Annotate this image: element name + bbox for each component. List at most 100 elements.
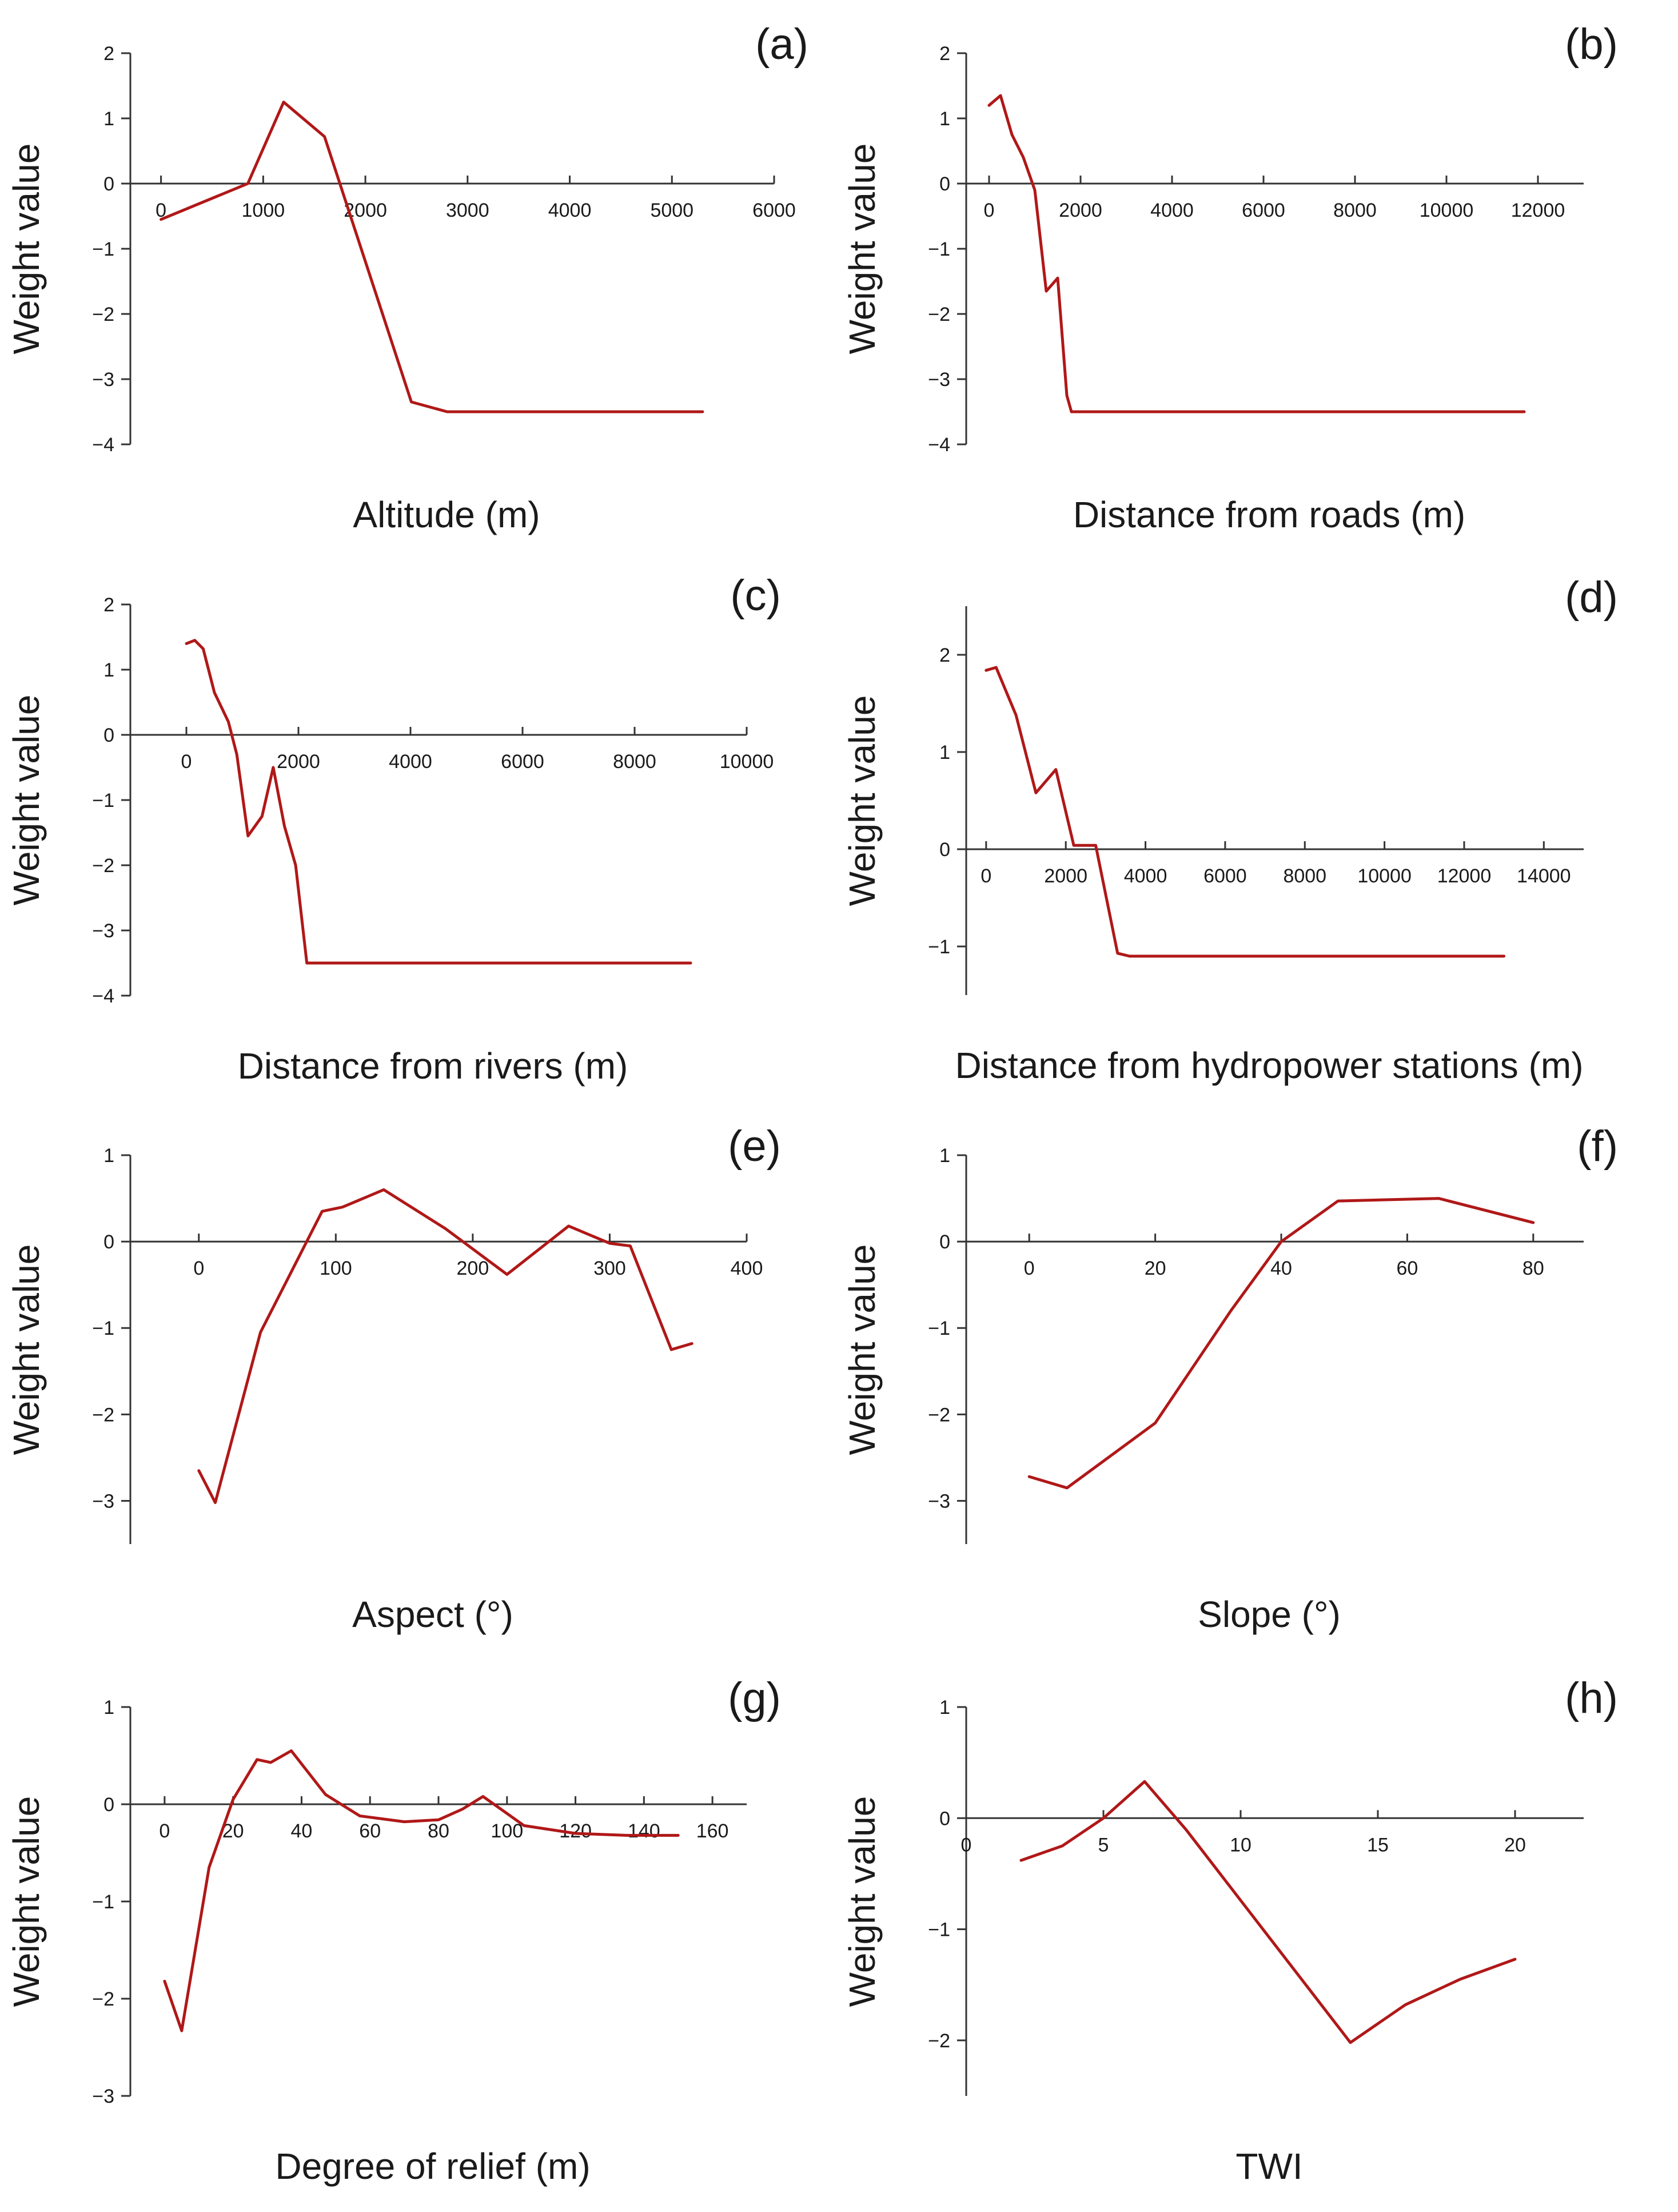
y-tick-label: 1 (103, 108, 114, 130)
x-tick-label: 5000 (650, 200, 693, 221)
panel-d: 2 1 0 −1 0 2000 4000 6000 8000 10000 12000 14000 (d)… (842, 573, 1618, 1086)
x-tick-label: 300 (593, 1258, 626, 1279)
y-tick-label: −3 (92, 369, 114, 391)
series-line-a (160, 101, 704, 413)
series-line-b (987, 94, 1526, 413)
series-line-d (985, 666, 1506, 958)
y-tick-label: −2 (928, 304, 950, 325)
panel-label: (e) (728, 1122, 781, 1171)
y-tick-label: 1 (939, 1697, 950, 1718)
y-tick-label: −2 (928, 2030, 950, 2052)
series-line-c (185, 639, 692, 965)
x-axis-title: Distance from rivers (m) (238, 1045, 628, 1087)
y-tick-label: −1 (928, 238, 950, 260)
x-tick-label: 15 (1367, 1834, 1389, 1856)
x-tick-label: 0 (181, 751, 192, 773)
x-tick-label: 160 (696, 1820, 729, 1842)
y-tick-label: 0 (103, 173, 114, 195)
x-tick-label: 0 (156, 200, 166, 221)
panel-f: 1 0 −1 −2 −3 0 20 40 60 80 (f) Weight value Slope (°… (842, 1122, 1618, 1635)
panel-label: (a) (755, 20, 808, 69)
x-tick-label: 1000 (242, 200, 285, 221)
x-axis-title: Aspect (°) (352, 1594, 513, 1635)
x-tick-label: 140 (628, 1820, 660, 1842)
x-tick-label: 6000 (1203, 865, 1247, 887)
y-axis-title: Weight value (842, 1244, 883, 1455)
y-axis-title: Weight value (842, 1796, 883, 2007)
y-tick-label: −1 (92, 238, 114, 260)
y-axis-title: Weight value (842, 695, 883, 906)
panel-g: 10−1−2−30 20 40 60 80 100 120 140 160(g)Weight v… (6, 1674, 781, 2187)
y-tick-label: 2 (103, 43, 114, 65)
x-tick-label: 2000 (1044, 865, 1087, 887)
y-tick-label: 0 (939, 173, 950, 195)
x-tick-label: 0 (981, 865, 991, 887)
y-axis-title: Weight value (842, 144, 883, 355)
x-tick-label: 2000 (1059, 200, 1102, 221)
y-tick-label: 0 (103, 725, 114, 746)
series-line-h (1019, 1780, 1517, 2044)
y-axis-title: Weight value (6, 144, 47, 355)
x-tick-label: 60 (1397, 1258, 1418, 1279)
x-tick-label: 20 (1504, 1834, 1526, 1856)
y-tick-label: 2 (103, 594, 114, 616)
x-tick-label: 10000 (1357, 865, 1412, 887)
panel-label: (g) (728, 1674, 781, 1722)
x-tick-label: 10 (1230, 1834, 1251, 1856)
x-tick-label: 4000 (1124, 865, 1167, 887)
x-tick-label: 2000 (277, 751, 320, 773)
y-tick-label: −1 (92, 1891, 114, 1913)
panel-c: 2 1 0 −1 −2 −3 −4 0 2000 4000 6000 8000 10000 (c) Weig… (6, 571, 781, 1087)
y-axis-title: Weight value (6, 695, 47, 906)
panel-a: 210−1−2−3−40 1000 2000 3000 4000 5000 6000(a)W… (6, 20, 808, 535)
y-tick-label: −1 (92, 1318, 114, 1339)
x-tick-label: 40 (1270, 1258, 1292, 1279)
panel-e: 1 0 −1 −2 −3 0 100 200 300 400 (e) Weight value Aspe… (6, 1122, 781, 1635)
y-tick-label: 1 (939, 1145, 950, 1167)
y-tick-label: 0 (939, 1808, 950, 1829)
y-axis-title: Weight value (6, 1244, 47, 1455)
x-tick-label: 80 (1522, 1258, 1544, 1279)
y-tick-label: −1 (92, 790, 114, 811)
panel-label: (c) (730, 571, 781, 620)
y-tick-label: −3 (92, 1490, 114, 1512)
y-tick-label: −3 (928, 1490, 950, 1512)
x-tick-label: 8000 (1283, 865, 1326, 887)
panel-label: (h) (1565, 1674, 1618, 1722)
y-tick-label: −2 (928, 1404, 950, 1426)
y-tick-label: 1 (939, 742, 950, 763)
x-tick-label: 10000 (720, 751, 774, 773)
x-axis-title: Degree of relief (m) (275, 2146, 590, 2187)
x-axis-title: Slope (°) (1198, 1594, 1341, 1635)
y-tick-label: −2 (92, 1404, 114, 1426)
x-tick-label: 0 (1024, 1258, 1035, 1279)
panel-label: (b) (1565, 20, 1618, 69)
y-tick-label: −2 (92, 1988, 114, 2010)
x-tick-label: 80 (428, 1820, 449, 1842)
y-tick-label: −4 (92, 985, 114, 1007)
x-axis-title: Distance from hydropower stations (m) (955, 1045, 1583, 1086)
x-tick-label: 4000 (389, 751, 432, 773)
x-tick-label: 400 (731, 1258, 763, 1279)
x-tick-label: 6000 (501, 751, 544, 773)
y-tick-label: 2 (939, 644, 950, 666)
x-tick-label: 0 (193, 1258, 204, 1279)
y-tick-label: 0 (939, 839, 950, 861)
y-tick-label: −2 (92, 855, 114, 877)
x-tick-label: 0 (984, 200, 995, 221)
x-tick-label: 12000 (1437, 865, 1492, 887)
panel-label: (f) (1577, 1122, 1618, 1171)
panel-b: 2 1 0 −1 −2 −3 −4 0 2000 4000 6000 8000 10000 12000 (b… (842, 20, 1618, 535)
y-tick-label: 1 (103, 1145, 114, 1167)
x-tick-label: 4000 (1150, 200, 1194, 221)
y-tick-label: 1 (939, 108, 950, 130)
x-tick-label: 4000 (548, 200, 592, 221)
x-axis-title: TWI (1235, 2146, 1302, 2187)
x-tick-label: 6000 (752, 200, 796, 221)
x-tick-label: 14000 (1517, 865, 1571, 887)
y-tick-label: −4 (92, 434, 114, 456)
series-line-g (163, 1749, 680, 2032)
x-tick-label: 3000 (446, 200, 489, 221)
